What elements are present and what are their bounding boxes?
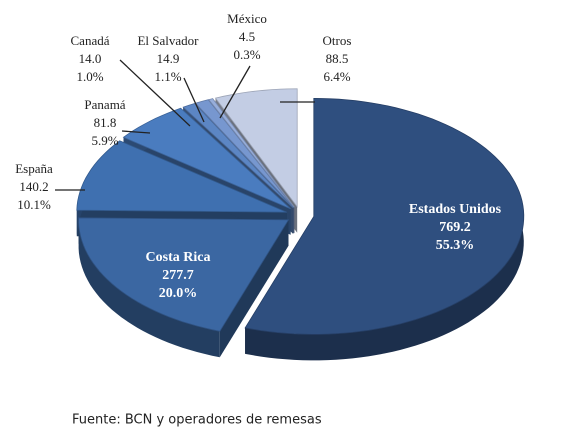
slice-percent: 5.9% [91,133,118,148]
pie-slice [214,88,298,208]
slice-percent: 0.3% [233,47,260,62]
pie-slice [194,99,295,208]
slice-value: 769.2 [439,220,471,235]
pie-slice [76,140,287,213]
slice-name: Estados Unidos [409,202,502,217]
slice-percent: 1.0% [76,69,103,84]
slice-name: Costa Rica [146,250,211,265]
slice-value: 81.8 [94,115,117,130]
slice-name: El Salvador [137,33,199,48]
slice-value: 4.5 [239,29,255,44]
slice-name: Panamá [84,97,125,112]
slice-percent: 20.0% [159,286,198,301]
slice-name: Canadá [71,33,110,48]
pie-slice [78,217,290,332]
slice-percent: 10.1% [17,197,51,212]
slice-value: 277.7 [162,268,194,283]
slice-value: 88.5 [326,51,349,66]
slice-name: México [227,11,267,26]
pie-slice [182,103,294,208]
pie-slice [208,98,295,208]
slice-percent: 55.3% [436,238,475,253]
slice-percent: 1.1% [154,69,181,84]
slice-value: 14.9 [157,51,180,66]
slice-name: Otros [323,33,352,48]
slice-name: España [15,161,53,176]
source-note: Fuente: BCN y operadores de remesas [72,413,322,428]
leader-line [219,65,251,119]
slice-value: 140.2 [19,179,48,194]
slice-percent: 6.4% [323,69,350,84]
leader-line [119,59,191,127]
leader-line [183,77,205,123]
slice-outer-wall [245,98,524,361]
leader-line [121,130,151,134]
slice-edge-wall [219,219,289,358]
slice-value: 14.0 [79,51,102,66]
pie-slice [244,97,525,335]
